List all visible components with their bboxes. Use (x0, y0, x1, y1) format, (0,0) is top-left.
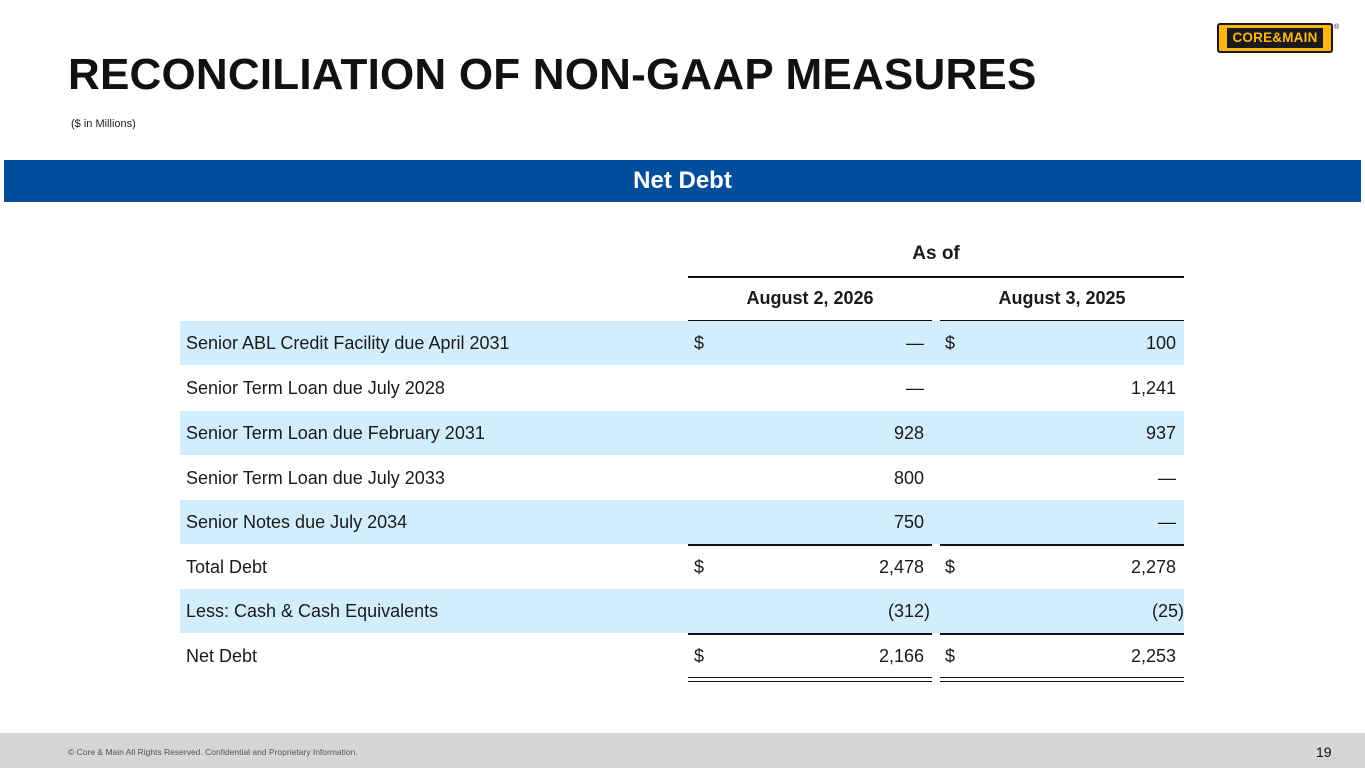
table-row: Senior Term Loan due July 2028 — 1,241 (180, 366, 1184, 410)
section-band: Net Debt (4, 160, 1361, 202)
table-row: Senior Term Loan due February 2031 928 9… (180, 411, 1184, 455)
row-label: Senior ABL Credit Facility due April 203… (186, 333, 510, 353)
value-2026: — (906, 333, 924, 353)
row-label: Senior Term Loan due July 2028 (186, 378, 445, 398)
value-2025: 1,241 (1130, 378, 1176, 398)
footer-bar: © Core & Main All Rights Reserved. Confi… (0, 733, 1365, 768)
page-title: RECONCILIATION OF NON-GAAP MEASURES (68, 50, 1037, 99)
table-row: Total Debt $ 2,478 $ 2,278 (180, 545, 1184, 589)
subtotal-rule (688, 544, 932, 546)
logo-wordmark: CORE&MAIN (1227, 28, 1323, 48)
table-row: Senior Notes due July 2034 750 — (180, 500, 1184, 544)
table-row: Net Debt $ 2,166 $ 2,253 (180, 634, 1184, 678)
company-logo: CORE&MAIN (1217, 23, 1333, 53)
value-2025: 2,278 (1130, 557, 1176, 577)
header-rule (688, 276, 1184, 278)
row-label: Senior Term Loan due February 2031 (186, 423, 485, 443)
subtotal-rule (940, 544, 1184, 546)
value-2026: 928 (893, 423, 924, 443)
registered-mark: ® (1334, 24, 1340, 31)
value-2025: 2,253 (1130, 646, 1176, 666)
column-header-2025: August 3, 2025 (998, 288, 1126, 308)
currency-symbol: $ (945, 646, 956, 666)
value-2026: 800 (893, 468, 924, 488)
double-underline (688, 681, 932, 682)
value-2026: 2,166 (878, 646, 924, 666)
row-label: Total Debt (186, 557, 268, 577)
row-label: Senior Notes due July 2034 (186, 512, 408, 532)
value-2026: 750 (893, 512, 924, 532)
currency-symbol: $ (945, 333, 956, 353)
subtotal-rule (940, 633, 1184, 635)
as-of-header: As of (912, 243, 960, 264)
copyright-notice: © Core & Main All Rights Reserved. Confi… (68, 747, 358, 757)
currency-symbol: $ (945, 557, 956, 577)
double-underline (688, 677, 932, 678)
column-header-2026: August 2, 2026 (746, 288, 874, 308)
value-2025: — (1158, 512, 1176, 532)
value-2025: — (1158, 468, 1176, 488)
table-row: Senior Term Loan due July 2033 800 — (180, 456, 1184, 500)
row-label: Less: Cash & Cash Equivalents (186, 601, 439, 621)
table-row: Senior ABL Credit Facility due April 203… (180, 321, 1184, 365)
currency-symbol: $ (694, 333, 705, 353)
units-note: ($ in Millions) (71, 118, 136, 130)
value-2025: (25) (1151, 601, 1184, 621)
subtotal-rule (688, 633, 932, 635)
value-2026: (312) (887, 601, 930, 621)
double-underline (940, 681, 1184, 682)
value-2025: 937 (1145, 423, 1176, 443)
currency-symbol: $ (694, 557, 705, 577)
currency-symbol: $ (694, 646, 705, 666)
row-label: Net Debt (186, 646, 258, 666)
page-number: 19 (1316, 744, 1332, 760)
row-label: Senior Term Loan due July 2033 (186, 468, 445, 488)
value-2026: 2,478 (878, 557, 924, 577)
value-2026: — (906, 378, 924, 398)
value-2025: 100 (1145, 333, 1176, 353)
table-row: Less: Cash & Cash Equivalents (312) (25) (180, 589, 1184, 633)
double-underline (940, 677, 1184, 678)
